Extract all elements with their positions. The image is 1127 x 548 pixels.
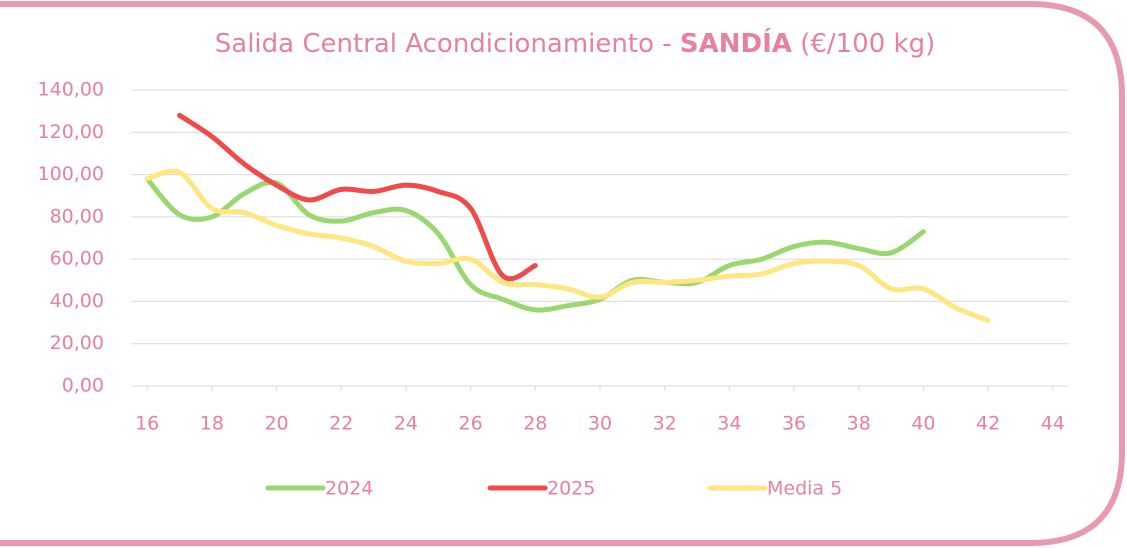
legend-label: 2025 <box>547 478 595 500</box>
x-tick-label: 28 <box>523 413 547 435</box>
title-text: (€/100 kg) <box>792 29 935 59</box>
title-bold: SANDÍA <box>680 27 792 59</box>
y-tick-label: 140,00 <box>38 79 104 101</box>
x-tick-label: 42 <box>976 413 1000 435</box>
x-tick-label: 18 <box>200 413 224 435</box>
series-line <box>177 112 538 282</box>
x-tick-label: 24 <box>394 413 418 435</box>
y-tick-label: 40,00 <box>50 290 104 312</box>
x-tick-label: 40 <box>911 413 935 435</box>
x-tick-label: 34 <box>717 413 741 435</box>
y-tick-label: 100,00 <box>38 163 104 185</box>
x-tick-label: 38 <box>847 413 871 435</box>
x-tick-label: 20 <box>264 413 288 435</box>
chart-title: Salida Central Acondicionamiento - SANDÍ… <box>215 27 935 59</box>
x-tick-label: 30 <box>588 413 612 435</box>
y-tick-label: 20,00 <box>50 332 104 354</box>
x-tick-label: 36 <box>782 413 806 435</box>
x-tick-label: 16 <box>135 413 159 435</box>
series-line <box>144 176 926 313</box>
legend-label: 2024 <box>325 478 373 500</box>
y-tick-label: 0,00 <box>62 375 104 397</box>
y-tick-label: 80,00 <box>50 205 104 227</box>
x-tick-label: 44 <box>1041 413 1065 435</box>
title-text: Salida Central Acondicionamiento - <box>215 29 680 59</box>
y-tick-label: 120,00 <box>38 121 104 143</box>
legend-label: Media 5 <box>767 478 842 500</box>
x-tick-label: 32 <box>653 413 677 435</box>
series-line <box>144 168 991 323</box>
y-tick-label: 60,00 <box>50 248 104 270</box>
x-tick-label: 26 <box>459 413 483 435</box>
x-tick-label: 22 <box>329 413 353 435</box>
